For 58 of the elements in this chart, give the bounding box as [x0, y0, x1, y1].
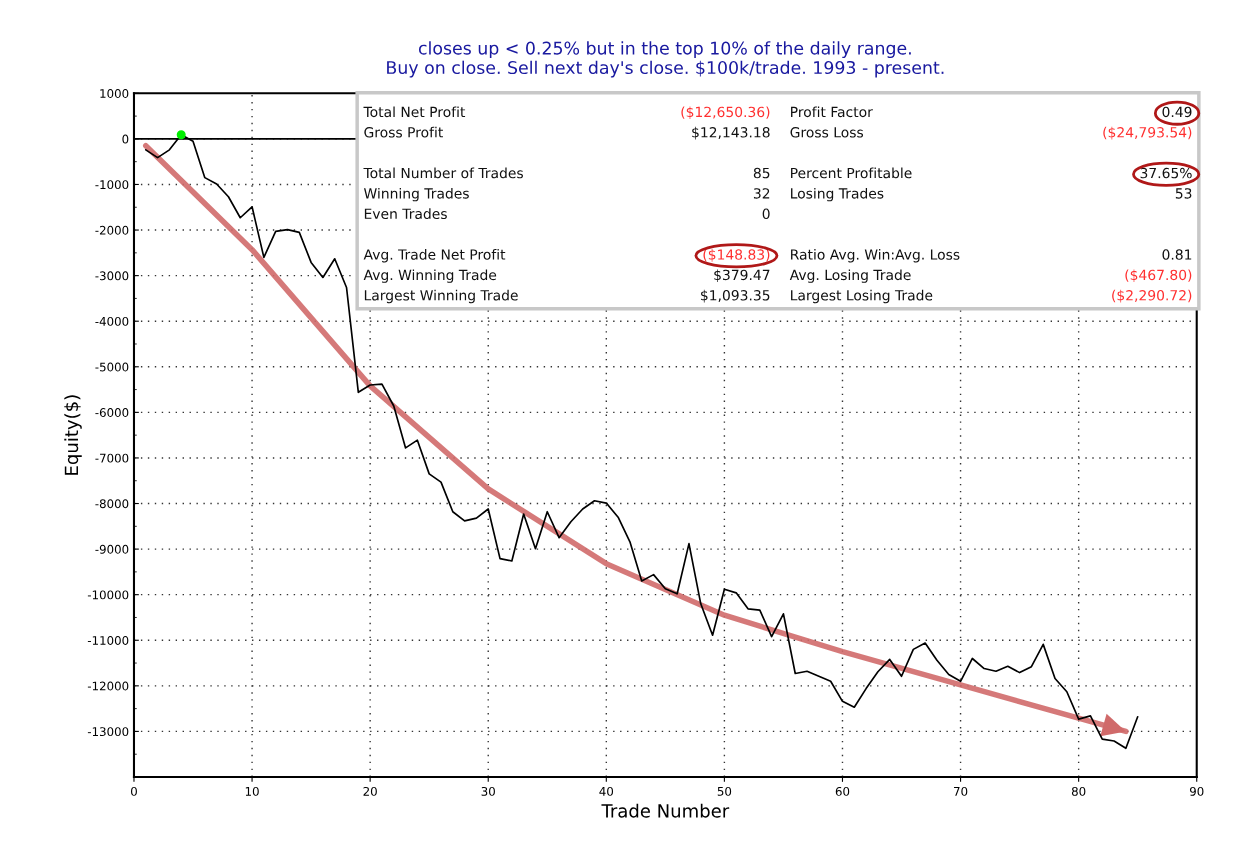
annotation: Profit Factor [791, 106, 873, 118]
y-tick-label: -9000 [95, 544, 129, 554]
x-tick-label: 70 [954, 786, 968, 796]
annotation: Avg. Losing Trade [789, 269, 911, 283]
annotation: 0 [762, 208, 770, 220]
annotation: Avg. Winning Trade [363, 269, 497, 283]
x-tick-label: 40 [599, 786, 614, 796]
annotation: Percent Profitable [791, 167, 912, 179]
annotation: ($2,290.72) [1112, 289, 1192, 303]
x-tick-label: 20 [363, 786, 377, 796]
y-tick-label: -1000 [95, 180, 129, 190]
annotation: ($467.80) [1125, 269, 1192, 282]
x-tick-label: 60 [835, 786, 850, 796]
y-tick-label: 0 [122, 134, 129, 144]
y-tick-label: 1000 [100, 89, 129, 98]
x-tick-label: 90 [1189, 786, 1204, 796]
y-tick-label: -10000 [87, 590, 129, 600]
y-tick-label: -11000 [87, 635, 129, 645]
annotation: Losing Trades [791, 187, 884, 202]
annotation: Total Number of Trades [363, 167, 523, 179]
annotation: $1,093.35 [701, 289, 770, 303]
annotation: 32 [753, 188, 770, 199]
annotation: 85 [753, 167, 770, 179]
x-tick-label: 80 [1071, 786, 1086, 796]
annotation: ($148.83) [703, 249, 770, 262]
annotation: 0.49 [1162, 106, 1192, 118]
annotation: 0.81 [1162, 249, 1192, 260]
y-axis-title: Equity($) [64, 395, 82, 475]
y-tick-label: -3000 [95, 271, 129, 281]
annotation: $12,143.18 [692, 126, 770, 140]
y-tick-label: -12000 [87, 681, 129, 691]
chart-title: closes up < 0.25% but in the top 10% of the daily range. Buy on close. Sell next day's close. $100k/trade. 1993 - present. [387, 41, 944, 78]
annotation: Ratio Avg. Win:Avg. Loss [791, 249, 960, 263]
x-tick-label: 50 [717, 786, 732, 796]
y-tick-label: -4000 [95, 316, 129, 326]
y-tick-label: -2000 [95, 225, 129, 235]
annotation: Gross Loss [790, 127, 864, 138]
annotation: Largest Winning Trade [364, 289, 518, 304]
x-tick-label: 0 [131, 786, 137, 796]
y-tick-label: -8000 [95, 499, 129, 509]
annotation: ($24,793.54) [1103, 126, 1192, 140]
y-tick-label: -5000 [95, 362, 129, 372]
annotation: Gross Profit [364, 126, 443, 138]
x-tick-label: 10 [245, 786, 259, 796]
annotation: 37.65% [1140, 167, 1192, 179]
x-axis-title: Trade Number [601, 803, 730, 818]
annotation: Winning Trades [363, 187, 469, 202]
annotation: Largest Losing Trade [791, 289, 933, 304]
x-tick-label: 30 [481, 786, 495, 796]
annotation: Total Net Profit [363, 106, 466, 118]
y-tick-label: -13000 [87, 727, 129, 737]
y-tick-label: -7000 [95, 453, 129, 463]
annotation: Avg. Trade Net Profit [363, 249, 506, 263]
annotation: 53 [1175, 188, 1192, 199]
y-tick-label: -6000 [95, 408, 129, 418]
annotation: ($12,650.36) [681, 106, 770, 120]
annotation: $379.47 [714, 269, 770, 282]
annotation: Even Trades [364, 208, 447, 220]
